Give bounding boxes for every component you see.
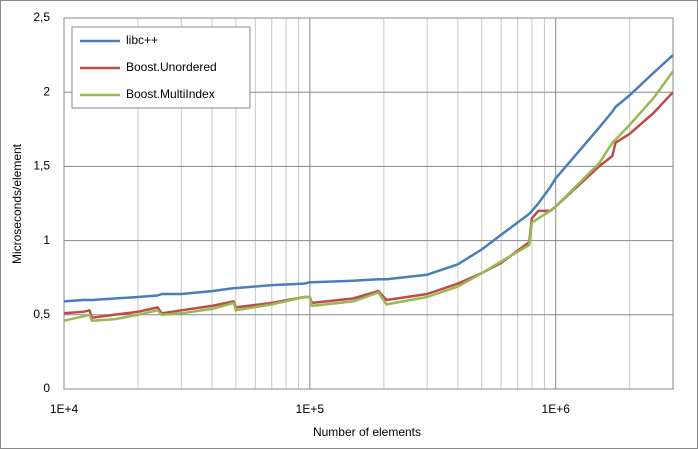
x-tick-label: 1E+4 — [50, 402, 79, 416]
y-tick-label: 0,5 — [33, 307, 50, 321]
y-tick-label: 1 — [43, 233, 50, 247]
legend-label: Boost.Unordered — [126, 60, 217, 74]
x-axis-label: Number of elements — [313, 425, 421, 439]
y-tick-label: 2 — [43, 84, 50, 98]
x-tick-label: 1E+6 — [542, 402, 571, 416]
y-tick-label: 2,5 — [33, 10, 50, 24]
y-tick-label: 0 — [43, 381, 50, 395]
y-axis-label: Microseconds/element — [10, 143, 24, 264]
y-tick-label: 1,5 — [33, 159, 50, 173]
series-line — [63, 54, 674, 303]
series-line — [63, 70, 675, 322]
x-tick-label: 1E+5 — [296, 402, 325, 416]
legend-label: Boost.MultiIndex — [126, 87, 215, 101]
legend-label: libc++ — [126, 33, 158, 47]
